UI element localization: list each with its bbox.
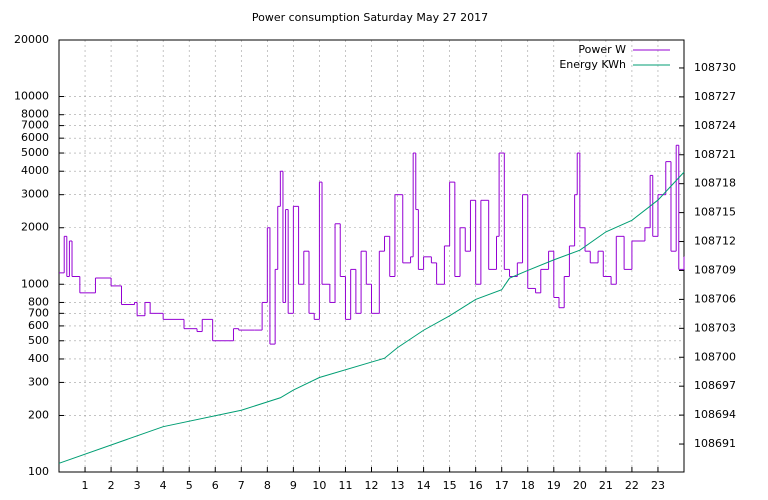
x-tick-label: 9 xyxy=(290,479,297,492)
x-tick-label: 17 xyxy=(495,479,509,492)
y-tick-label: 400 xyxy=(28,352,49,365)
y2-tick-label: 108700 xyxy=(694,350,736,363)
x-tick-label: 1 xyxy=(82,479,89,492)
x-tick-label: 20 xyxy=(573,479,587,492)
legend: Power W Energy KWh xyxy=(559,43,670,71)
y2-tick-label: 108721 xyxy=(694,148,736,161)
y-tick-label: 600 xyxy=(28,319,49,332)
y-tick-label: 7000 xyxy=(21,119,49,132)
series xyxy=(59,144,685,345)
y2-tick-label: 108715 xyxy=(694,206,736,219)
legend-label: Energy KWh xyxy=(559,58,626,71)
y-tick-label: 200 xyxy=(28,408,49,421)
x-tick-label: 8 xyxy=(264,479,271,492)
y2-tick-label: 108697 xyxy=(694,379,736,392)
x-tick-label: 3 xyxy=(134,479,141,492)
series-line xyxy=(58,171,685,464)
x-tick-label: 16 xyxy=(469,479,483,492)
plot-frame xyxy=(58,39,685,473)
y-tick-label: 6000 xyxy=(21,131,49,144)
y-tick-label: 500 xyxy=(28,334,49,347)
x-tick-label: 6 xyxy=(212,479,219,492)
x-tick-label: 18 xyxy=(521,479,535,492)
x-tick-label: 5 xyxy=(186,479,193,492)
series xyxy=(58,171,685,464)
x-tick-label: 14 xyxy=(417,479,431,492)
y-tick-label: 4000 xyxy=(21,164,49,177)
chart-title: Power consumption Saturday May 27 2017 xyxy=(252,11,488,24)
y-tick-label: 800 xyxy=(28,295,49,308)
y-tick-label: 5000 xyxy=(21,146,49,159)
y-tick-label: 8000 xyxy=(21,108,49,121)
x-tick-label: 2 xyxy=(108,479,115,492)
x-tick-label: 4 xyxy=(160,479,167,492)
y-tick-label: 10000 xyxy=(14,90,49,103)
y-tick-label: 2000 xyxy=(21,221,49,234)
y2-tick-label: 108709 xyxy=(694,263,736,276)
y-tick-label: 100 xyxy=(28,465,49,478)
x-tick-label: 23 xyxy=(651,479,665,492)
y2-tick-label: 108724 xyxy=(694,119,736,132)
x-tick-label: 21 xyxy=(599,479,613,492)
y2-tick-label: 108706 xyxy=(694,292,736,305)
y2-tick-label: 108718 xyxy=(694,177,736,190)
y2-tick-label: 108703 xyxy=(694,321,736,334)
x-tick-label: 15 xyxy=(443,479,457,492)
y-tick-label: 1000 xyxy=(21,277,49,290)
y2-tick-label: 108691 xyxy=(694,437,736,450)
x-tick-label: 12 xyxy=(365,479,379,492)
y2-tick-label: 108730 xyxy=(694,61,736,74)
y2-tick-label: 108694 xyxy=(694,408,736,421)
y2-tick-label: 108712 xyxy=(694,235,736,248)
y-tick-label: 300 xyxy=(28,375,49,388)
x-tick-label: 13 xyxy=(391,479,405,492)
y-tick-label: 700 xyxy=(28,306,49,319)
y-tick-label: 3000 xyxy=(21,188,49,201)
y2-tick-label: 108727 xyxy=(694,90,736,103)
y-tick-label: 20000 xyxy=(14,33,49,46)
legend-label: Power W xyxy=(578,43,626,56)
x-tick-label: 7 xyxy=(238,479,245,492)
x-tick-label: 11 xyxy=(338,479,352,492)
x-tick-label: 19 xyxy=(547,479,561,492)
x-tick-label: 22 xyxy=(625,479,639,492)
x-tick-label: 10 xyxy=(312,479,326,492)
